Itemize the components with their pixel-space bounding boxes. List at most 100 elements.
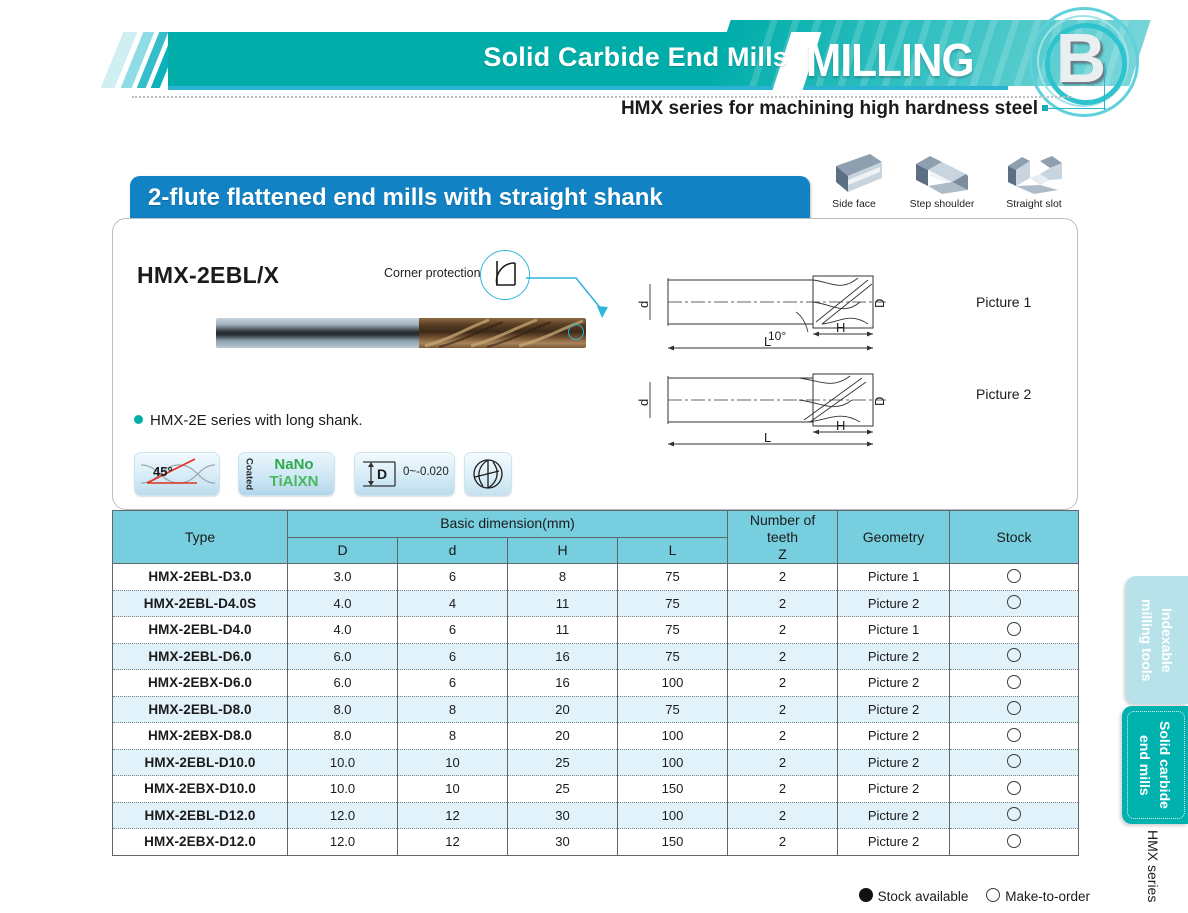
cell-dim-H: 16 — [507, 642, 618, 670]
straight-slot-label: Straight slot — [1006, 198, 1062, 210]
flute-section-glyph — [473, 459, 503, 489]
cell-stock — [949, 616, 1080, 644]
bullet-dot-icon — [134, 415, 143, 424]
cell-type: HMX-2EBL-D4.0S — [112, 589, 288, 617]
straight-slot-glyph — [1008, 156, 1062, 194]
coating-name: NaNo TiAlXN — [257, 456, 331, 492]
cell-teeth: 2 — [727, 775, 839, 803]
cell-dim-L: 75 — [616, 563, 729, 591]
corner-protection-label: Corner protection — [384, 266, 481, 280]
diameter-tolerance-badge: D 0~-0.020 — [354, 452, 455, 496]
cell-teeth: 2 — [727, 828, 839, 856]
picture-2-label: Picture 2 — [976, 386, 1032, 402]
table-row: HMX-2EBL-D8.0 8.0 8 20 75 2 Picture 2 — [112, 695, 1080, 723]
product-model: HMX-2EBL/X — [137, 262, 280, 288]
cell-dim-d: 6 — [397, 642, 508, 670]
cell-geometry: Picture 1 — [837, 616, 951, 644]
cell-stock — [949, 589, 1080, 617]
subtitle-leader-vertical — [1104, 62, 1105, 110]
tool-helix-lines — [424, 318, 584, 348]
open-circle-icon — [986, 888, 1001, 902]
th-teeth-line1: Number of — [749, 511, 816, 528]
cell-stock — [949, 669, 1080, 697]
section-title-text: 2-flute flattened end mills with straigh… — [148, 184, 663, 211]
cell-type: HMX-2EBL-D6.0 — [112, 642, 288, 670]
cell-stock — [949, 828, 1080, 856]
cell-geometry: Picture 1 — [837, 563, 951, 591]
open-circle-icon — [1007, 621, 1022, 636]
cell-type: HMX-2EBL-D10.0 — [112, 748, 288, 776]
page-subtitle: HMX series for machining high hardness s… — [620, 98, 1038, 119]
cell-dim-d: 12 — [397, 828, 508, 856]
picture-1-drawing: 10° H L d D — [636, 275, 887, 351]
open-circle-icon — [1007, 807, 1022, 822]
cell-dim-H: 16 — [507, 669, 618, 697]
cell-teeth: 2 — [727, 695, 839, 723]
helix-angle-value: 45° — [153, 464, 173, 479]
cell-dim-D: 3.0 — [287, 563, 398, 591]
cell-geometry: Picture 2 — [837, 642, 951, 670]
tab-hmx-series[interactable]: HMX series — [1124, 826, 1182, 906]
side-face-icon: Side face — [808, 152, 900, 210]
picture-1-label: Picture 1 — [976, 294, 1032, 310]
cell-dim-d: 8 — [397, 695, 508, 723]
tab-solid-carbide-end-mills[interactable]: Solid carbide end mills — [1122, 706, 1188, 824]
stock-legend: Stock available Make-to-order — [0, 888, 1090, 904]
th-teeth-line2: teeth — [766, 528, 799, 545]
th-type: Type — [112, 510, 288, 564]
cell-dim-L: 75 — [616, 589, 729, 617]
side-face-label: Side face — [832, 198, 876, 210]
tab-indexable-milling-tools[interactable]: Indexable milling tools — [1126, 576, 1188, 704]
cell-teeth: 2 — [727, 642, 839, 670]
legend-make-to-order-label: Make-to-order — [1005, 889, 1090, 904]
subtitle-leader-dot — [1042, 105, 1048, 111]
table-row: HMX-2EBX-D8.0 8.0 8 20 100 2 Picture 2 — [112, 722, 1080, 750]
cell-stock — [949, 748, 1080, 776]
cell-type: HMX-2EBL-D12.0 — [112, 801, 288, 829]
table-header-row-2: D d H L — [113, 536, 1079, 564]
corner-protection-marker — [568, 324, 584, 340]
picture-1-L: L — [764, 334, 771, 349]
cell-teeth: 2 — [727, 669, 839, 697]
cell-type: HMX-2EBX-D12.0 — [112, 828, 288, 856]
helix-angle-glyph — [140, 458, 216, 484]
cell-teeth: 2 — [727, 722, 839, 750]
cell-stock — [949, 642, 1080, 670]
legend-make-to-order: Make-to-order — [986, 888, 1090, 904]
cell-dim-L: 75 — [616, 642, 729, 670]
side-face-glyph — [836, 154, 882, 192]
cell-teeth: 2 — [727, 616, 839, 644]
tolerance-value: 0~-0.020 — [403, 466, 449, 478]
cell-type: HMX-2EBX-D6.0 — [112, 669, 288, 697]
section-letter-badge: B — [1026, 5, 1139, 117]
product-note-text: HMX-2E series with long shank. — [150, 412, 363, 429]
open-circle-icon — [1007, 727, 1022, 742]
cell-type: HMX-2EBX-D10.0 — [112, 775, 288, 803]
helix-angle-badge: 45° — [134, 452, 220, 496]
cell-teeth: 2 — [727, 748, 839, 776]
header-dotted-divider — [132, 96, 1072, 98]
corner-protection-leader — [526, 277, 608, 318]
th-dim-H: H — [507, 536, 618, 564]
cell-dim-H: 8 — [507, 563, 618, 591]
cell-geometry: Picture 2 — [837, 775, 951, 803]
open-circle-icon — [1007, 674, 1022, 689]
table-row: HMX-2EBL-D12.0 12.0 12 30 100 2 Picture 2 — [112, 801, 1080, 829]
th-dim-d: d — [397, 536, 508, 564]
step-shoulder-icon: Step shoulder — [896, 152, 988, 210]
picture-1-angle: 10° — [768, 329, 786, 343]
subtitle-leader-line — [1046, 108, 1106, 109]
cell-stock — [949, 801, 1080, 829]
cell-type: HMX-2EBL-D8.0 — [112, 695, 288, 723]
open-circle-icon — [1007, 595, 1022, 610]
legend-stock-available-label: Stock available — [877, 889, 969, 904]
picture-1-H: H — [836, 320, 845, 335]
cell-dim-D: 10.0 — [287, 748, 398, 776]
picture-1-d: d — [636, 301, 651, 308]
picture-2-H: H — [836, 418, 845, 433]
picture-2-D: D — [872, 397, 887, 406]
th-dim-L: L — [616, 536, 729, 564]
cell-dim-L: 75 — [616, 695, 729, 723]
badge-ring-mid — [1037, 15, 1129, 107]
cell-dim-L: 150 — [616, 828, 729, 856]
